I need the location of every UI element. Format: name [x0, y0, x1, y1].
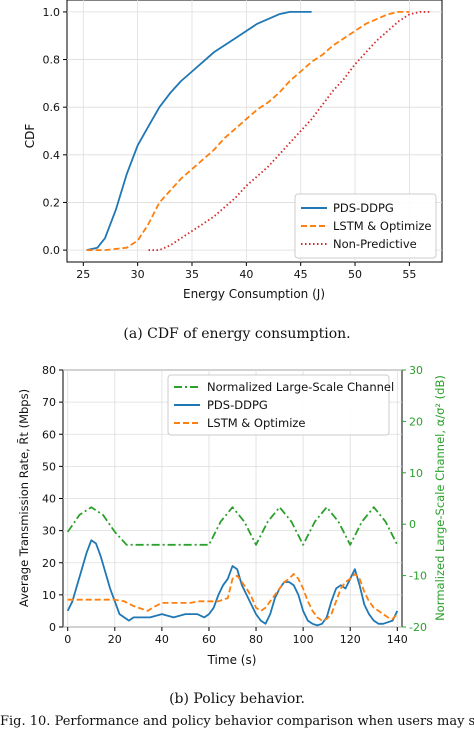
policy-x-tick-label: 20 [108, 633, 122, 646]
policy-y-tick-label: 20 [42, 557, 56, 570]
cdf-y-tick-label: 1.0 [43, 6, 61, 19]
cdf-chart: 25 30 35 40 45 50 55 0.0 0.2 0.4 0.6 0.8 1.0 Energy … [23, 0, 443, 301]
policy-legend-lstm: LSTM & Optimize [207, 416, 306, 430]
policy-y2-tick-label: 0 [409, 518, 416, 531]
cdf-lines [86, 10, 432, 252]
policy-y-tick-label: 10 [42, 589, 56, 602]
cdf-x-tick-label: 30 [131, 268, 145, 281]
cdf-y-tick-label: 0.2 [43, 196, 61, 209]
policy-x-tick-label: 100 [293, 633, 314, 646]
policy-y2-label: Normalized Large-Scale Channel, α/σ² (dB… [433, 375, 447, 621]
cdf-x-tick-label: 50 [348, 268, 362, 281]
cdf-legend-lstm: LSTM & Optimize [333, 219, 432, 233]
figure-caption: Fig. 10. Performance and policy behavior… [0, 714, 474, 729]
cdf-series-line-0 [86, 10, 312, 251]
policy-y-tick-label: 70 [42, 396, 56, 409]
policy-y-label: Average Transmission Rate, R̄t (Mbps) [17, 389, 31, 607]
policy-x-label: Time (s) [207, 653, 257, 667]
policy-y-tick-label: 30 [42, 525, 56, 538]
policy-x-tick-label: 0 [64, 633, 71, 646]
policy-legend: Normalized Large-Scale Channel PDS-DDPG … [167, 374, 394, 436]
cdf-y-tick-label: 0.0 [43, 244, 61, 257]
policy-ticks: 0 20 40 60 80 100 120 14001020304050607080-20-1… [42, 364, 427, 646]
policy-y-tick-label: 0 [49, 621, 56, 634]
cdf-series-line-1 [86, 10, 410, 252]
policy-x-tick-label: 80 [249, 633, 263, 646]
cdf-x-tick-label: 55 [402, 268, 416, 281]
cdf-ticks: 25 30 35 40 45 50 55 0.0 0.2 0.4 0.6 0.8 1.0 [43, 6, 417, 281]
cdf-legend-non-predictive: Non-Predictive [333, 237, 417, 251]
cdf-legend: PDS-DDPG LSTM & Optimize Non-Predictive [294, 193, 437, 259]
policy-y2-tick-label: -20 [409, 621, 427, 634]
policy-legend-pds-ddpg: PDS-DDPG [207, 398, 268, 412]
cdf-y-tick-label: 0.8 [43, 54, 61, 67]
policy-chart: 0 20 40 60 80 100 120 14001020304050607080-20-1… [17, 364, 447, 667]
policy-y2-tick-label: 30 [409, 364, 423, 377]
policy-series-line-0 [66, 506, 399, 546]
policy-y2-tick-label: -10 [409, 570, 427, 583]
policy-x-tick-label: 140 [387, 633, 408, 646]
cdf-x-tick-label: 40 [239, 268, 253, 281]
policy-legend-channel: Normalized Large-Scale Channel [207, 380, 394, 394]
cdf-x-label: Energy Consumption (J) [183, 287, 325, 301]
policy-x-tick-label: 60 [202, 633, 216, 646]
cdf-x-tick-label: 45 [294, 268, 308, 281]
policy-y-tick-label: 50 [42, 460, 56, 473]
policy-y-tick-label: 40 [42, 493, 56, 506]
policy-x-tick-label: 40 [155, 633, 169, 646]
policy-y-tick-label: 60 [42, 428, 56, 441]
cdf-y-tick-label: 0.6 [43, 101, 61, 114]
caption-a: (a) CDF of energy consumption. [123, 326, 351, 342]
policy-y2-tick-label: 20 [409, 415, 423, 428]
cdf-x-tick-label: 25 [76, 268, 90, 281]
policy-y2-tick-label: 10 [409, 467, 423, 480]
cdf-x-tick-label: 35 [185, 268, 199, 281]
cdf-y-tick-label: 0.4 [43, 149, 61, 162]
policy-series-line-2 [67, 573, 398, 622]
cdf-y-label: CDF [23, 124, 37, 149]
policy-lines [66, 506, 399, 627]
caption-b: (b) Policy behavior. [169, 691, 305, 707]
policy-series-line-1 [66, 539, 399, 627]
cdf-series-line-2 [148, 10, 432, 252]
policy-x-tick-label: 120 [340, 633, 361, 646]
policy-y-tick-label: 80 [42, 364, 56, 377]
cdf-legend-pds-ddpg: PDS-DDPG [333, 201, 394, 215]
